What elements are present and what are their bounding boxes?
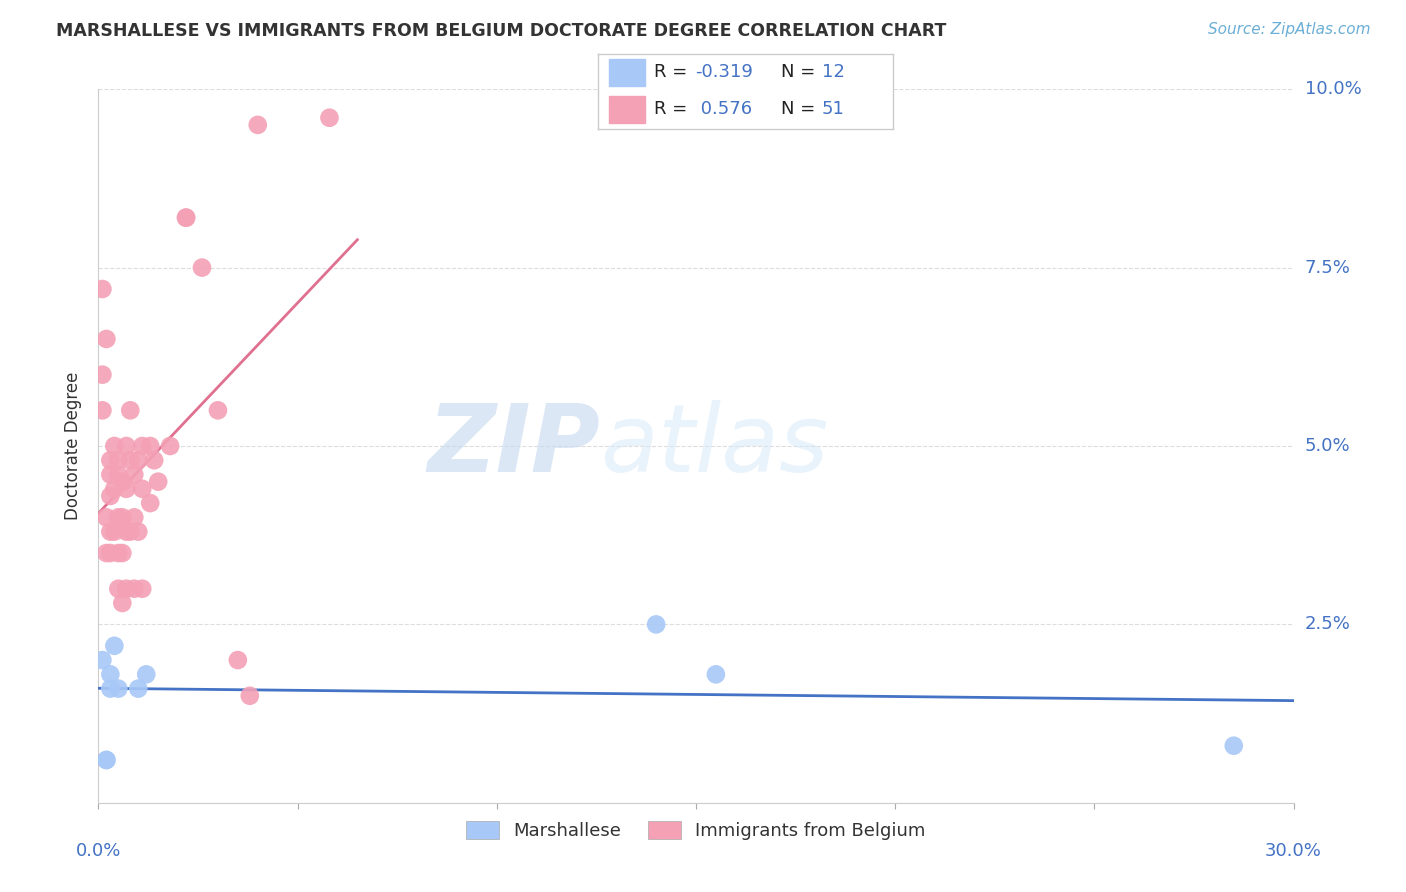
Point [191, 260, 214, 275]
Point [1223, 739, 1246, 753]
Point [139, 496, 162, 510]
Point [103, 482, 125, 496]
Point [207, 403, 229, 417]
Text: 7.5%: 7.5% [1305, 259, 1351, 277]
Bar [609, 59, 645, 87]
Point [91, 282, 114, 296]
Point [124, 510, 146, 524]
Point [91, 368, 114, 382]
Text: R =: R = [654, 100, 693, 118]
Point [645, 617, 668, 632]
Point [96, 753, 118, 767]
Point [174, 211, 197, 225]
Text: 0.0%: 0.0% [76, 842, 121, 860]
Point [174, 211, 197, 225]
Point [127, 453, 149, 467]
Point [98, 681, 122, 696]
Point [107, 582, 129, 596]
Point [111, 510, 134, 524]
Point [111, 546, 134, 560]
Point [91, 653, 114, 667]
Point [96, 332, 118, 346]
Point [115, 524, 138, 539]
Point [120, 403, 142, 417]
Point [131, 582, 153, 596]
Text: 10.0%: 10.0% [1305, 80, 1361, 98]
Point [103, 439, 125, 453]
Point [124, 467, 146, 482]
Text: ZIP: ZIP [427, 400, 600, 492]
Point [107, 467, 129, 482]
Point [124, 582, 146, 596]
Text: 2.5%: 2.5% [1305, 615, 1351, 633]
Point [103, 524, 125, 539]
Point [107, 546, 129, 560]
Point [159, 439, 181, 453]
Point [98, 489, 122, 503]
Point [96, 546, 118, 560]
Point [239, 689, 262, 703]
Point [226, 653, 249, 667]
Point [115, 482, 138, 496]
Point [107, 681, 129, 696]
Point [98, 546, 122, 560]
Point [131, 482, 153, 496]
Point [318, 111, 340, 125]
Text: 5.0%: 5.0% [1305, 437, 1350, 455]
Point [103, 639, 125, 653]
Text: R =: R = [654, 63, 693, 81]
Text: -0.319: -0.319 [695, 63, 752, 81]
Text: atlas: atlas [600, 401, 828, 491]
Point [246, 118, 269, 132]
Point [704, 667, 727, 681]
Text: 51: 51 [823, 100, 845, 118]
Point [111, 475, 134, 489]
Text: N =: N = [780, 63, 821, 81]
Point [98, 467, 122, 482]
Point [107, 453, 129, 467]
Point [120, 524, 142, 539]
Point [107, 510, 129, 524]
Point [127, 524, 149, 539]
Legend: Marshallese, Immigrants from Belgium: Marshallese, Immigrants from Belgium [460, 814, 932, 847]
Point [98, 524, 122, 539]
Point [139, 439, 162, 453]
Point [111, 596, 134, 610]
Point [91, 403, 114, 417]
Point [96, 510, 118, 524]
Point [135, 667, 157, 681]
Point [115, 439, 138, 453]
Text: N =: N = [780, 100, 821, 118]
Point [98, 667, 122, 681]
Text: MARSHALLESE VS IMMIGRANTS FROM BELGIUM DOCTORATE DEGREE CORRELATION CHART: MARSHALLESE VS IMMIGRANTS FROM BELGIUM D… [56, 22, 946, 40]
Point [120, 453, 142, 467]
Text: 30.0%: 30.0% [1265, 842, 1322, 860]
Point [127, 681, 149, 696]
Bar [609, 96, 645, 123]
Point [143, 453, 166, 467]
Point [115, 582, 138, 596]
Y-axis label: Doctorate Degree: Doctorate Degree [65, 372, 83, 520]
Point [131, 439, 153, 453]
Text: 0.576: 0.576 [695, 100, 752, 118]
Point [98, 453, 122, 467]
Point [148, 475, 170, 489]
Text: Source: ZipAtlas.com: Source: ZipAtlas.com [1208, 22, 1371, 37]
Text: 12: 12 [823, 63, 845, 81]
Point [96, 753, 118, 767]
